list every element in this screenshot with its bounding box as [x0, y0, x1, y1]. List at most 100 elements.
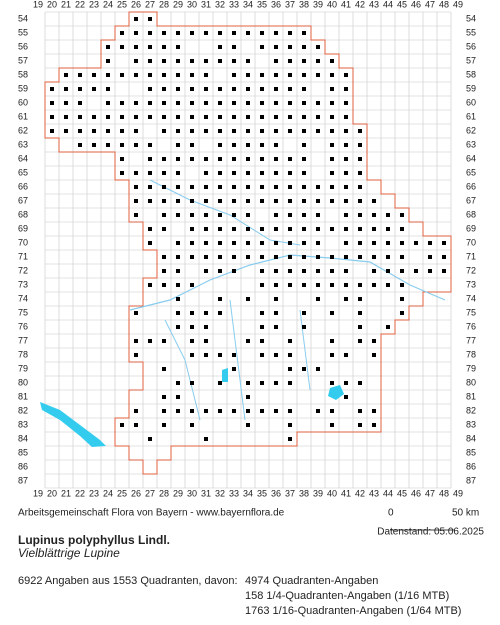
- y-label: 58: [18, 69, 28, 79]
- occurrence-dot: [106, 45, 110, 49]
- occurrence-dot: [274, 213, 278, 217]
- occurrence-dot: [176, 31, 180, 35]
- occurrence-dot: [162, 367, 166, 371]
- occurrence-dot: [232, 115, 236, 119]
- occurrence-dot: [176, 241, 180, 245]
- occurrence-dot: [204, 437, 208, 441]
- occurrence-dot: [106, 143, 110, 147]
- occurrence-dot: [162, 395, 166, 399]
- occurrence-dot: [64, 73, 68, 77]
- x-label: 45: [397, 488, 407, 498]
- x-label: 47: [425, 488, 435, 498]
- occurrence-dot: [330, 227, 334, 231]
- occurrence-dot: [358, 241, 362, 245]
- occurrence-dot: [190, 325, 194, 329]
- occurrence-dot: [288, 241, 292, 245]
- occurrence-dot: [386, 269, 390, 273]
- y-label: 65: [18, 167, 28, 177]
- occurrence-dot: [358, 297, 362, 301]
- y-label: 66: [466, 181, 476, 191]
- occurrence-dot: [246, 87, 250, 91]
- occurrence-dot: [288, 59, 292, 63]
- stats-summary: 6922 Angaben aus 1553 Quadranten, davon:: [18, 575, 238, 587]
- occurrence-dot: [176, 283, 180, 287]
- occurrence-dot: [274, 325, 278, 329]
- x-label: 44: [383, 488, 393, 498]
- occurrence-dot: [148, 115, 152, 119]
- occurrence-dot: [120, 423, 124, 427]
- occurrence-dot: [274, 101, 278, 105]
- occurrence-dot: [246, 297, 250, 301]
- occurrence-dot: [134, 17, 138, 21]
- occurrence-dot: [218, 87, 222, 91]
- x-label: 32: [215, 0, 225, 9]
- occurrence-dot: [288, 213, 292, 217]
- occurrence-dot: [260, 325, 264, 329]
- x-label: 44: [383, 0, 393, 9]
- occurrence-dot: [232, 213, 236, 217]
- x-label: 42: [355, 488, 365, 498]
- occurrence-dot: [288, 101, 292, 105]
- occurrence-dot: [176, 129, 180, 133]
- occurrence-dot: [358, 255, 362, 259]
- occurrence-dot: [428, 255, 432, 259]
- occurrence-dot: [288, 381, 292, 385]
- occurrence-dot: [218, 311, 222, 315]
- x-label: 43: [369, 488, 379, 498]
- stats-item: 158 1/4-Quadranten-Angaben (1/16 MTB): [245, 590, 449, 602]
- occurrence-dot: [162, 157, 166, 161]
- y-label: 63: [466, 139, 476, 149]
- occurrence-dot: [316, 73, 320, 77]
- occurrence-dot: [176, 115, 180, 119]
- occurrence-dot: [218, 157, 222, 161]
- occurrence-dot: [400, 227, 404, 231]
- occurrence-dot: [344, 157, 348, 161]
- occurrence-dot: [372, 269, 376, 273]
- occurrence-dot: [176, 157, 180, 161]
- y-label: 70: [466, 237, 476, 247]
- y-label: 74: [466, 293, 476, 303]
- occurrence-dot: [148, 227, 152, 231]
- x-label: 38: [299, 0, 309, 9]
- occurrence-dot: [302, 143, 306, 147]
- x-label: 35: [257, 488, 267, 498]
- occurrence-dot: [246, 59, 250, 63]
- occurrence-dot: [400, 311, 404, 315]
- occurrence-dot: [260, 143, 264, 147]
- occurrence-dot: [148, 59, 152, 63]
- occurrence-dot: [176, 143, 180, 147]
- y-label: 67: [18, 195, 28, 205]
- occurrence-dot: [274, 241, 278, 245]
- occurrence-dot: [92, 115, 96, 119]
- occurrence-dot: [78, 101, 82, 105]
- occurrence-dot: [344, 353, 348, 357]
- occurrence-dot: [386, 227, 390, 231]
- occurrence-dot: [148, 45, 152, 49]
- stats-item: 1763 1/16-Quadranten-Angaben (1/64 MTB): [245, 605, 461, 617]
- occurrence-dot: [134, 311, 138, 315]
- occurrence-dot: [288, 269, 292, 273]
- occurrence-dot: [316, 129, 320, 133]
- occurrence-dot: [330, 171, 334, 175]
- occurrence-dot: [260, 311, 264, 315]
- occurrence-dot: [162, 213, 166, 217]
- y-label: 71: [466, 251, 476, 261]
- x-label: 28: [159, 0, 169, 9]
- x-label: 21: [61, 0, 71, 9]
- occurrence-dot: [120, 31, 124, 35]
- occurrence-dot: [344, 241, 348, 245]
- occurrence-dot: [106, 129, 110, 133]
- occurrence-dot: [162, 45, 166, 49]
- occurrence-dot: [134, 339, 138, 343]
- occurrence-dot: [204, 185, 208, 189]
- occurrence-dot: [288, 255, 292, 259]
- occurrence-dot: [134, 171, 138, 175]
- occurrence-dot: [330, 311, 334, 315]
- occurrence-dot: [372, 199, 376, 203]
- y-label: 85: [466, 447, 476, 457]
- occurrence-dot: [176, 325, 180, 329]
- occurrence-dot: [106, 59, 110, 63]
- occurrence-dot: [330, 339, 334, 343]
- x-label: 46: [411, 488, 421, 498]
- x-label: 35: [257, 0, 267, 9]
